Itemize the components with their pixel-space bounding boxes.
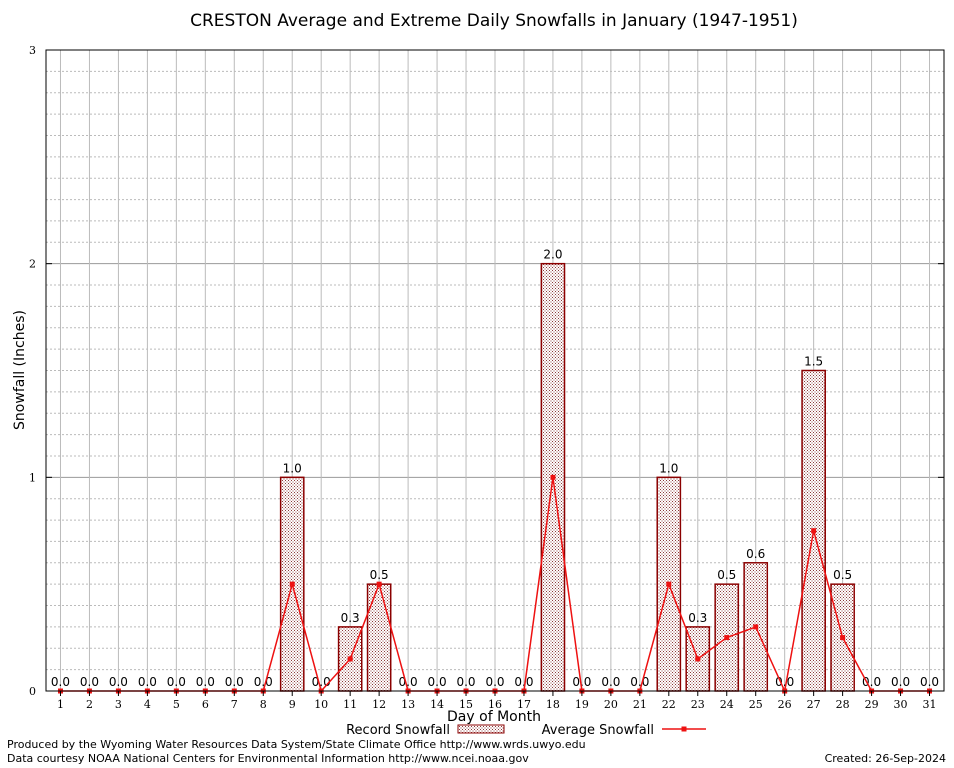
legend-average-label: Average Snowfall (542, 723, 654, 738)
bar-value-label: 0.3 (688, 611, 707, 625)
x-tick-label: 10 (314, 698, 328, 711)
x-tick-label: 24 (720, 698, 734, 711)
x-tick-label: 18 (546, 698, 560, 711)
bar-value-label: 2.0 (543, 248, 562, 262)
bar-value-label: 0.0 (399, 675, 418, 689)
x-tick-label: 25 (749, 698, 763, 711)
bar-value-label: 0.5 (370, 568, 389, 582)
x-tick-label: 19 (575, 698, 589, 711)
footer-data-source: Data courtesy NOAA National Centers for … (7, 752, 529, 765)
x-tick-label: 16 (488, 698, 502, 711)
x-tick-label: 31 (923, 698, 937, 711)
bar-value-label: 0.0 (630, 675, 649, 689)
bar-value-labels: 0.0 0.0 0.0 0.0 0.0 0.0 0.0 0.0 1.0 0.0 0.3 0.5 0.0 0… (51, 248, 939, 689)
bar-value-label: 0.0 (167, 675, 186, 689)
bar-value-label: 0.0 (891, 675, 910, 689)
bar-value-label: 0.0 (312, 675, 331, 689)
x-tick-label: 8 (260, 698, 267, 711)
x-tick-label: 28 (836, 698, 850, 711)
x-tick-label: 30 (894, 698, 908, 711)
bar-value-label: 0.0 (138, 675, 157, 689)
x-tick-label: 23 (691, 698, 705, 711)
bar-value-label: 0.0 (225, 675, 244, 689)
bar-value-label: 0.5 (833, 568, 852, 582)
x-tick-label: 29 (865, 698, 879, 711)
average-point (666, 581, 672, 587)
bar-value-label: 0.6 (746, 547, 765, 561)
bar-value-label: 0.0 (485, 675, 504, 689)
average-point (376, 581, 382, 587)
bar-value-label: 0.0 (80, 675, 99, 689)
bar-value-label: 0.3 (341, 611, 360, 625)
average-point (753, 624, 759, 630)
bar-value-label: 0.0 (428, 675, 447, 689)
y-tick-label: 1 (29, 471, 36, 484)
bar-value-label: 0.0 (862, 675, 881, 689)
bar-value-label: 0.0 (196, 675, 215, 689)
legend-average-marker (681, 726, 687, 732)
x-tick-label: 2 (86, 698, 93, 711)
x-tick-label: 14 (430, 698, 444, 711)
x-axis-label: Day of Month (447, 709, 541, 725)
bar-value-label: 0.0 (514, 675, 533, 689)
footer-created-date: Created: 26-Sep-2024 (824, 752, 946, 765)
y-tick-label: 2 (29, 258, 36, 271)
average-point (811, 528, 817, 534)
y-axis-label: Snowfall (Inches) (12, 310, 28, 430)
x-tick-label: 13 (401, 698, 415, 711)
x-tick-label: 11 (343, 698, 357, 711)
x-tick-label: 12 (372, 698, 386, 711)
average-point (724, 635, 730, 641)
x-tick-label: 21 (633, 698, 647, 711)
x-tick-label: 17 (517, 698, 531, 711)
x-tick-label: 26 (778, 698, 792, 711)
bar-value-label: 1.0 (283, 461, 302, 475)
average-point (695, 656, 701, 662)
x-tick-label: 22 (662, 698, 676, 711)
grid-lines (46, 49, 944, 692)
bar-value-label: 0.0 (456, 675, 475, 689)
x-tick-label: 3 (115, 698, 122, 711)
x-tick-label: 27 (807, 698, 821, 711)
legend: Record Snowfall Average Snowfall (346, 723, 706, 738)
record-bar (366, 583, 392, 692)
bar-value-label: 0.0 (51, 675, 70, 689)
average-point (550, 474, 556, 480)
x-tick-label: 9 (289, 698, 296, 711)
average-point (347, 656, 353, 662)
bar-value-label: 0.0 (109, 675, 128, 689)
x-tick-label: 15 (459, 698, 473, 711)
x-tick-label: 20 (604, 698, 618, 711)
y-tick-label: 0 (29, 685, 36, 698)
x-tick-label: 4 (144, 698, 151, 711)
legend-record-label: Record Snowfall (346, 723, 450, 738)
x-tick-label: 5 (173, 698, 180, 711)
bar-value-label: 0.0 (775, 675, 794, 689)
legend-record-swatch (457, 724, 505, 734)
bar-value-label: 1.5 (804, 355, 823, 369)
bar-value-label: 0.0 (572, 675, 591, 689)
footer-producer: Produced by the Wyoming Water Resources … (7, 738, 586, 751)
bar-value-label: 0.0 (920, 675, 939, 689)
average-point (289, 581, 295, 587)
bar-value-label: 1.0 (659, 461, 678, 475)
bar-value-label: 0.0 (601, 675, 620, 689)
x-tick-label: 6 (202, 698, 209, 711)
x-tick-label: 1 (57, 698, 64, 711)
chart-title: CRESTON Average and Extreme Daily Snowfa… (190, 11, 798, 31)
x-tick-label: 7 (231, 698, 238, 711)
average-point (840, 635, 846, 641)
bar-value-label: 0.0 (254, 675, 273, 689)
bar-value-label: 0.5 (717, 568, 736, 582)
y-tick-label: 3 (29, 44, 36, 57)
